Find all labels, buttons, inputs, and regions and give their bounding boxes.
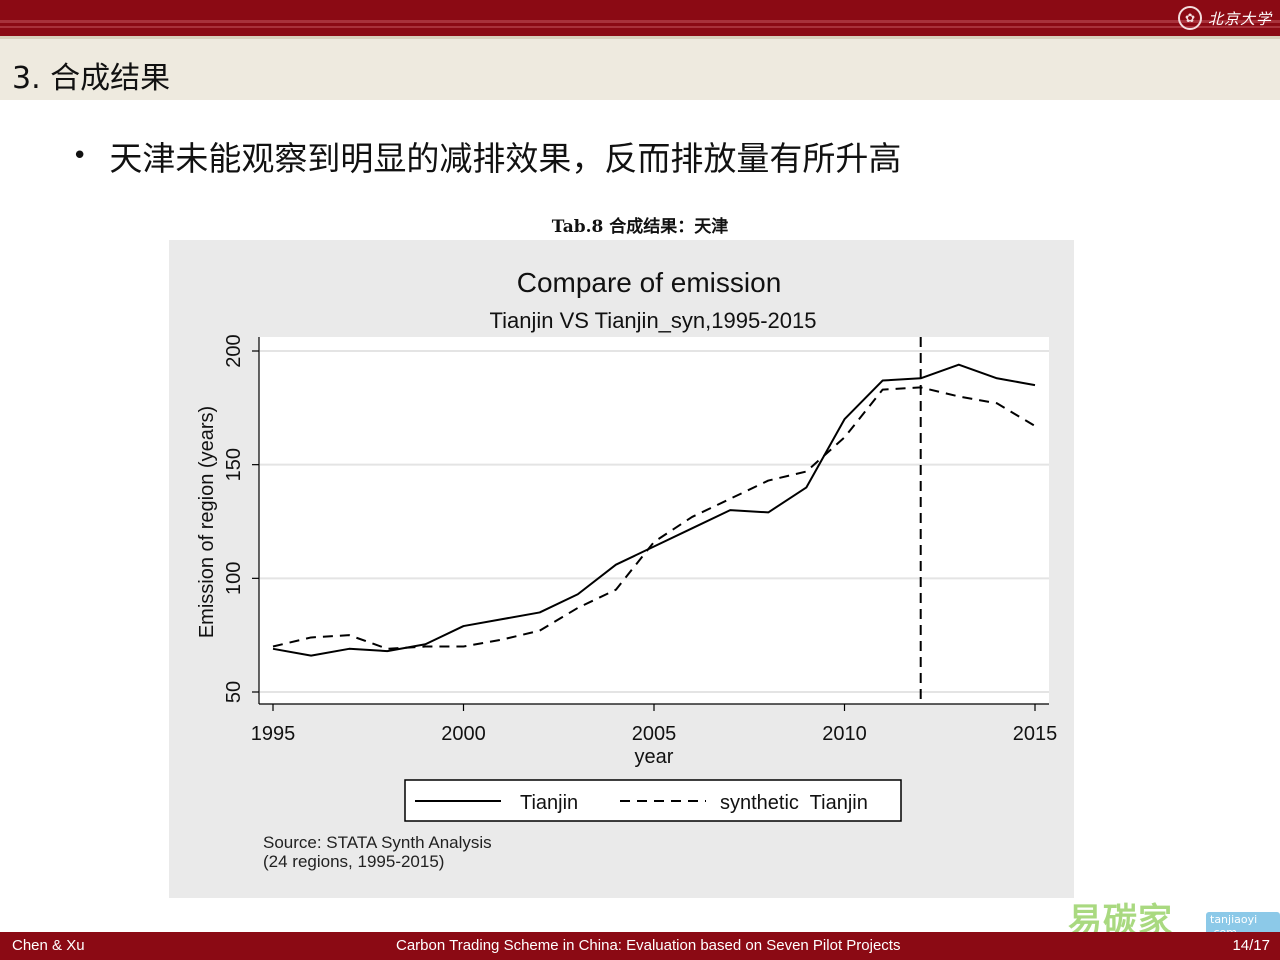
plot-area xyxy=(259,337,1049,704)
series-line-tianjin xyxy=(272,363,1036,657)
x-tick-label: 2010 xyxy=(822,723,867,745)
y-axis-label: Emission of region (years) xyxy=(196,406,218,638)
y-ticks: 50 100 150 200 xyxy=(223,334,259,703)
watermark-badge-text: tanjiaoyi xyxy=(1210,913,1258,926)
source-note-detail: (24 regions, 1995-2015) xyxy=(263,852,444,871)
slide-title: 3. 合成结果 xyxy=(12,61,171,96)
footer-bar: Chen & Xu Carbon Trading Scheme in China… xyxy=(0,932,1280,960)
bullet-text: 天津未能观察到明显的减排效果，反而排放量有所升高 xyxy=(109,139,902,178)
emission-chart: 50 100 150 200 1995 2000 2005 2010 2015 Compare… xyxy=(169,240,1074,898)
banner-stripe xyxy=(0,20,1280,23)
footer-title: Carbon Trading Scheme in China: Evaluati… xyxy=(396,937,901,954)
logo-text: 北京大学 xyxy=(1207,9,1272,28)
y-tick-label: 150 xyxy=(223,448,245,481)
legend-box xyxy=(404,779,902,822)
bullet-icon: • xyxy=(72,141,88,171)
chart-subtitle: Tianjin VS Tianjin_syn,1995-2015 xyxy=(490,308,817,333)
footer-authors: Chen & Xu xyxy=(12,937,85,954)
x-axis-label: year xyxy=(635,746,674,768)
chart-title: Compare of emission xyxy=(517,267,782,298)
university-logo: ✿ 北京大学 xyxy=(1177,3,1272,33)
gridlines xyxy=(260,350,1049,693)
page-number: 14/17 xyxy=(1232,937,1270,954)
x-tick-label: 2000 xyxy=(441,723,486,745)
x-tick-label: 2005 xyxy=(632,723,677,745)
x-ticks: 1995 2000 2005 2010 2015 xyxy=(251,704,1058,745)
y-tick-label: 50 xyxy=(223,681,245,703)
title-bar: 3. 合成结果 xyxy=(0,36,1280,100)
y-tick-label: 100 xyxy=(223,562,245,595)
bullet-point: • 天津未能观察到明显的减排效果，反而排放量有所升高 xyxy=(72,132,901,180)
legend-label-tianjin: Tianjin xyxy=(520,792,578,814)
table-caption: Tab.8 合成结果：天津 xyxy=(551,217,729,237)
x-tick-label: 2015 xyxy=(1013,723,1058,745)
x-tick-label: 1995 xyxy=(251,723,296,745)
top-banner: ✿ 北京大学 xyxy=(0,0,1280,36)
source-note: Source: STATA Synth Analysis xyxy=(263,833,492,852)
banner-stripe xyxy=(0,26,1280,28)
legend-label-synthetic: synthetic Tianjin xyxy=(720,792,868,814)
seal-icon: ✿ xyxy=(1177,6,1202,30)
series-lines xyxy=(272,363,1036,657)
y-tick-label: 200 xyxy=(223,334,245,367)
chart-svg: 50 100 150 200 1995 2000 2005 2010 2015 Compare… xyxy=(169,240,1074,898)
